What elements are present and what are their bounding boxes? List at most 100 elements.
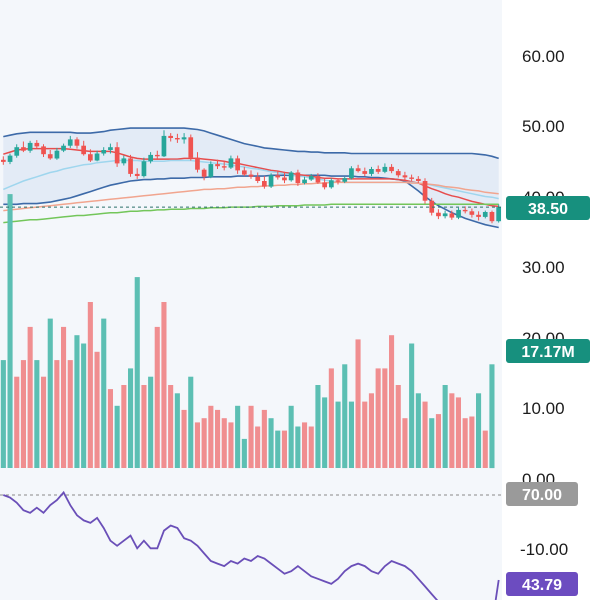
candle-body — [41, 146, 46, 155]
candle-body — [188, 137, 194, 158]
tick-label: 50.00 — [522, 117, 565, 136]
volume-bar — [342, 364, 348, 469]
price-badge-text: 38.50 — [528, 201, 568, 218]
candle-body — [27, 142, 33, 151]
candle-body — [476, 214, 481, 217]
candle-body — [436, 212, 441, 217]
volume-bar — [14, 376, 20, 468]
volume-bar — [87, 302, 93, 468]
candle-body — [168, 135, 173, 138]
volume-badge: 17.17M — [506, 339, 590, 363]
volume-bar — [295, 426, 301, 468]
volume-bar — [81, 343, 87, 468]
volume-bar — [261, 409, 267, 468]
volume-bar — [215, 409, 221, 468]
candle-body — [268, 175, 274, 187]
volume-bar — [121, 385, 127, 468]
candle-body — [262, 181, 267, 187]
volume-bar — [161, 302, 167, 468]
candle-body — [288, 172, 294, 181]
rsi-pane — [0, 490, 502, 600]
candle-body — [416, 178, 421, 181]
volume-bar — [74, 335, 80, 468]
candle-body — [302, 179, 307, 184]
volume-bar — [328, 368, 334, 468]
volume-bar — [221, 418, 227, 468]
volume-bar — [482, 430, 488, 468]
volume-bar — [114, 405, 120, 469]
volume-bar — [101, 318, 107, 468]
candle-body — [349, 168, 354, 179]
candle-body — [161, 135, 167, 157]
volume-bar — [462, 418, 468, 468]
volume-bars — [0, 194, 495, 469]
candle-body — [362, 171, 368, 174]
volume-bar — [54, 360, 60, 468]
candle-body — [442, 213, 448, 217]
volume-bar — [141, 385, 147, 468]
volume-bar — [201, 418, 207, 468]
candle-body — [54, 150, 60, 159]
volume-bar — [322, 397, 328, 468]
volume-bar — [375, 368, 381, 468]
volume-bar — [255, 426, 261, 468]
volume-bar — [288, 405, 294, 469]
candle-body — [34, 142, 40, 147]
candle-body — [402, 175, 408, 178]
candle-body — [201, 169, 207, 177]
rsi-top-badge-text: 70.00 — [522, 487, 562, 504]
volume-bar — [302, 422, 308, 469]
volume-bar — [168, 385, 174, 468]
candle-body — [449, 213, 455, 218]
candle-body — [335, 180, 341, 182]
candle-body — [21, 147, 26, 151]
volume-bar — [248, 405, 254, 469]
tick-label: 10.00 — [522, 399, 565, 418]
volume-badge-text: 17.17M — [521, 344, 574, 361]
candle-body — [7, 155, 13, 162]
volume-bar — [107, 389, 113, 468]
volume-bar — [0, 360, 6, 468]
candle-body — [275, 175, 281, 178]
volume-bar — [429, 418, 435, 468]
volume-bar — [47, 318, 53, 468]
volume-bar — [94, 351, 100, 468]
candle-body — [375, 169, 381, 172]
volume-bar — [442, 385, 448, 468]
candle-body — [121, 158, 127, 164]
candle-body — [74, 139, 80, 146]
price-badge-bg — [506, 196, 590, 220]
candle-body — [1, 159, 6, 162]
volume-bar — [174, 393, 180, 468]
volume-bar — [469, 416, 475, 468]
volume-bar — [188, 376, 194, 468]
candlesticks — [1, 130, 501, 224]
candle-body — [155, 154, 160, 157]
candle-body — [195, 157, 200, 170]
volume-bar — [61, 326, 67, 468]
ma-green-line — [3, 203, 499, 224]
candle-body — [228, 158, 234, 168]
candle-body — [395, 171, 401, 176]
candle-body — [389, 166, 394, 172]
candle-body — [181, 137, 187, 140]
candle-body — [235, 158, 240, 171]
candle-body — [369, 169, 374, 174]
tick-label: 60.00 — [522, 47, 565, 66]
volume-bar — [148, 376, 154, 468]
volume-bar — [455, 397, 461, 468]
candle-body — [355, 168, 361, 172]
candle-body — [108, 147, 113, 150]
candle-body — [134, 173, 140, 176]
bollinger-upper-line — [3, 127, 499, 160]
candle-body — [482, 212, 488, 217]
volume-bar — [194, 422, 200, 469]
volume-bar — [435, 414, 441, 469]
volume-bar — [308, 426, 314, 468]
candle-body — [409, 177, 414, 179]
volume-bar — [348, 401, 354, 468]
candle-body — [469, 211, 475, 215]
volume-bar — [181, 409, 187, 468]
candle-body — [208, 164, 214, 177]
